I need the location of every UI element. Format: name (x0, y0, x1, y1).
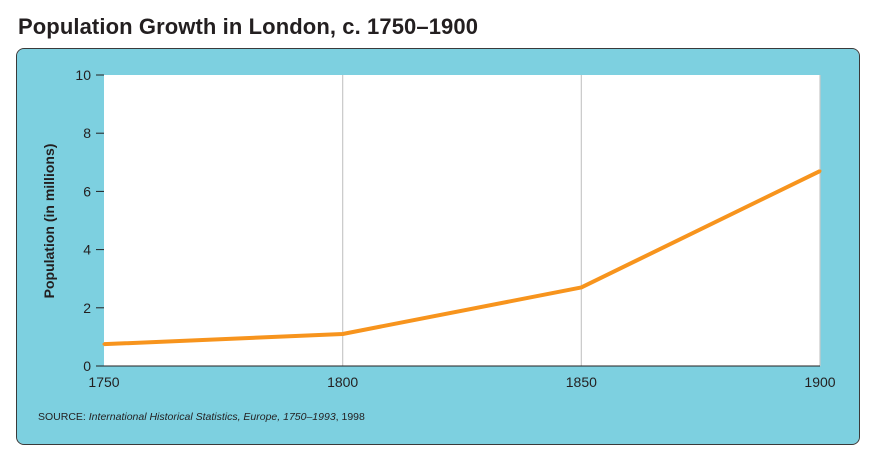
source-suffix: , 1998 (335, 411, 365, 423)
gridlines (342, 75, 821, 366)
data-point (341, 332, 345, 336)
series-line (103, 169, 821, 347)
x-tick-label: 1900 (804, 374, 835, 390)
x-tick-label: 1800 (327, 374, 358, 390)
y-tick-label: 6 (83, 183, 91, 199)
data-point (102, 342, 106, 346)
data-point (579, 285, 583, 289)
x-tick-label: 1850 (566, 374, 597, 390)
x-ticks: 1750 1800 1850 1900 (88, 374, 835, 390)
source-work: International Historical Statistics, Eur… (88, 411, 336, 423)
y-tick-label: 2 (83, 300, 91, 316)
source-note: SOURCE: International Historical Statist… (38, 411, 365, 423)
y-tick-label: 8 (83, 125, 91, 141)
chart-panel-border (16, 48, 860, 445)
series-group (102, 169, 822, 347)
y-tick-label: 10 (75, 67, 91, 83)
y-axis-label: Population (in millions) (41, 144, 57, 299)
y-tick-label: 4 (83, 242, 91, 258)
chart-title: Population Growth in London, c. 1750–190… (18, 14, 479, 39)
plot-area (104, 75, 820, 366)
y-tick-label: 0 (83, 358, 91, 374)
data-point (818, 169, 822, 173)
source-prefix: SOURCE: (38, 411, 89, 423)
x-tick-label: 1750 (88, 374, 119, 390)
y-ticks: 0 2 4 6 8 10 (75, 67, 104, 374)
